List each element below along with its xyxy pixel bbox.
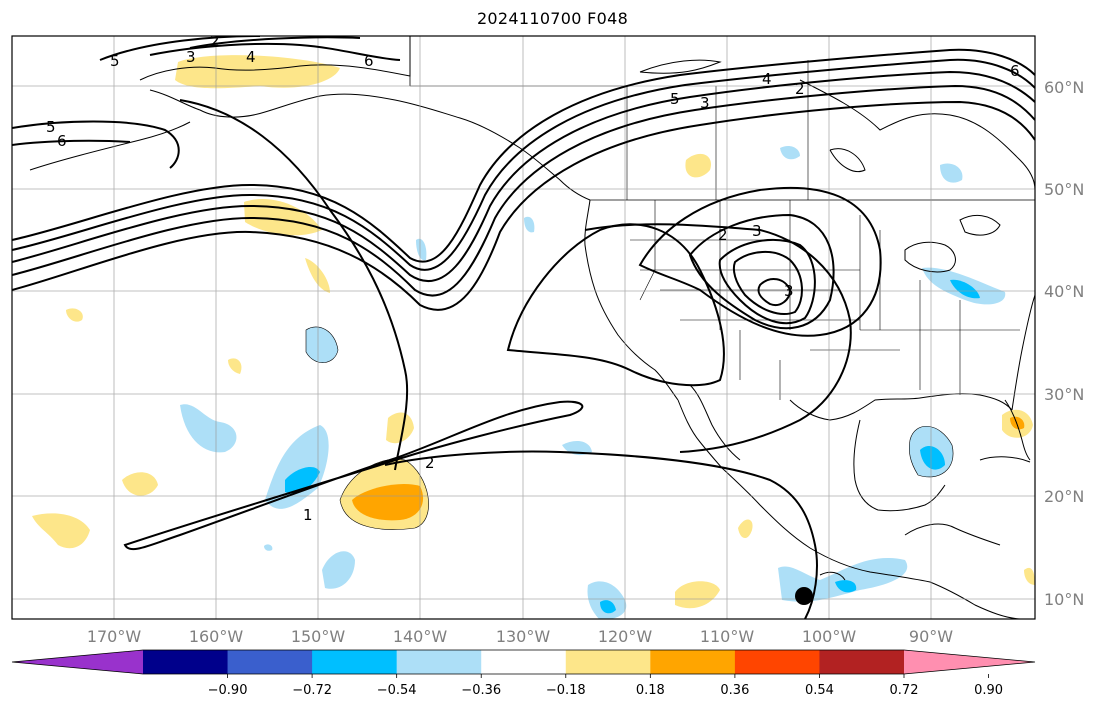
lat-label: 10°N: [1044, 590, 1084, 609]
colorbar-segment: [312, 650, 398, 674]
contour-label: 4: [246, 48, 256, 66]
lat-labels: 60°N 50°N 40°N 30°N 20°N 10°N: [1044, 78, 1084, 609]
colorbar-tick-label: 0.72: [890, 683, 919, 698]
negative-anomaly-patch: [600, 600, 616, 614]
colorbar-tick-label: −0.72: [292, 683, 332, 698]
positive-anomaly-patch: [66, 308, 83, 322]
contour-label: 6: [57, 132, 67, 150]
positive-anomaly-patch: [386, 412, 414, 444]
negative-anomaly-patch: [322, 551, 355, 589]
contour-label: 3: [186, 48, 196, 66]
contour-label: 3: [752, 222, 762, 240]
positive-anomaly-patch: [122, 472, 158, 496]
colorbar-tick-label: 0.18: [636, 683, 665, 698]
contour-label: 6: [364, 52, 374, 70]
colorbar-segment: [565, 650, 651, 674]
negative-anomaly-patch: [285, 466, 320, 494]
colorbar-segment: [734, 650, 820, 674]
negative-anomaly-patch: [780, 145, 800, 160]
colorbar-segment: [143, 650, 229, 674]
lat-label: 30°N: [1044, 385, 1084, 404]
colorbar-tick-label: −0.54: [377, 683, 417, 698]
positive-anomaly-patch: [675, 581, 720, 609]
positive-anomaly-patch: [305, 258, 330, 293]
positive-anomaly-patch: [738, 519, 753, 539]
positive-anomaly-patch: [244, 199, 322, 236]
negative-anomaly-patch: [835, 580, 857, 593]
colorbar: −0.90 −0.72 −0.54 −0.36 −0.18 0.18 0.36 0.54 0.7…: [11, 649, 1036, 698]
negative-anomaly-patch: [950, 279, 980, 299]
positive-anomaly-patch: [352, 483, 424, 521]
colorbar-outline: [11, 649, 1036, 675]
colorbar-extend-low: [12, 650, 143, 674]
colorbar-tick-label: −0.36: [461, 683, 501, 698]
location-marker-dot: [795, 587, 813, 605]
negative-anomaly-patch: [180, 404, 237, 453]
contour-lines: [12, 36, 1035, 619]
colorbar-extend-high: [904, 650, 1035, 674]
contour-label: 5: [46, 118, 56, 136]
colorbar-tick-label: 0.90: [974, 683, 1003, 698]
colorbar-segment: [396, 650, 482, 674]
lon-label: 170°W: [87, 627, 142, 646]
contour-label-group: 3 2 4 6 5 6 5 3 4 2 2 3 3 1 2 6 5: [46, 32, 1020, 524]
lon-label: 130°W: [496, 627, 551, 646]
negative-anomaly-patch: [264, 544, 273, 551]
contour-label: 2: [795, 80, 805, 98]
lon-label: 120°W: [598, 627, 653, 646]
colorbar-segment: [650, 650, 736, 674]
lon-label: 110°W: [700, 627, 755, 646]
map-area: 3 2 4 6 5 6 5 3 4 2 2 3 3 1 2 6 5: [12, 32, 1035, 619]
lon-label: 100°W: [802, 627, 857, 646]
map-title: 2024110700 F048: [476, 9, 629, 28]
contour-label: 5: [110, 52, 120, 70]
lon-labels: 170°W 160°W 150°W 140°W 130°W 120°W 110°…: [87, 627, 953, 646]
lat-lon-grid: [12, 36, 1035, 619]
colorbar-tick-label: −0.90: [208, 683, 248, 698]
lon-label: 140°W: [393, 627, 448, 646]
colorbar-tick-label: 0.54: [805, 683, 834, 698]
colorbar-tick-label: −0.18: [546, 683, 586, 698]
negative-anomaly-patch: [940, 163, 963, 183]
lat-label: 40°N: [1044, 282, 1084, 301]
positive-anomaly-patch: [228, 358, 242, 374]
lat-label: 50°N: [1044, 180, 1084, 199]
contour-label: 2: [425, 454, 435, 472]
contour-label: 3: [784, 282, 794, 300]
colorbar-segment: [819, 650, 905, 674]
contour-label: 4: [762, 70, 772, 88]
negative-anomaly-patch: [416, 238, 427, 261]
contour-label: 2: [210, 32, 220, 50]
lon-label: 160°W: [189, 627, 244, 646]
positive-anomaly-patch: [685, 153, 711, 178]
positive-anomaly-patch: [32, 513, 90, 549]
lat-label: 60°N: [1044, 78, 1084, 97]
positive-anomaly-patch: [1024, 567, 1035, 585]
negative-anomaly-patch: [306, 326, 338, 363]
map-frame: [11, 35, 1036, 620]
colorbar-segment: [227, 650, 313, 674]
negative-anomaly-patch: [920, 445, 945, 470]
lat-label: 20°N: [1044, 487, 1084, 506]
colorbar-segment: [481, 650, 567, 674]
contour-label: 6: [1010, 62, 1020, 80]
negative-anomaly-patch: [524, 216, 535, 233]
colorbar-tick-label: 0.36: [720, 683, 749, 698]
contour-label: 5: [670, 90, 680, 108]
lon-label: 150°W: [291, 627, 346, 646]
coastlines: [29, 36, 1035, 619]
contour-label: 3: [700, 94, 710, 112]
lon-label: 90°W: [909, 627, 953, 646]
contour-label: 1: [303, 506, 313, 524]
contour-label: 2: [718, 226, 728, 244]
